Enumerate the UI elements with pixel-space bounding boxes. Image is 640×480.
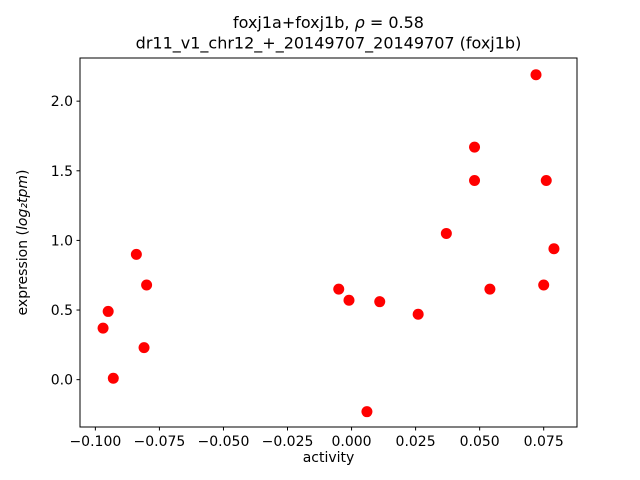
data-point <box>333 283 345 295</box>
data-point <box>469 175 481 187</box>
y-tick-label: 1.0 <box>51 233 73 249</box>
x-tick-label: −0.025 <box>262 434 314 450</box>
x-tick-label: 0.050 <box>460 434 500 450</box>
rho-value: = 0.58 <box>365 13 424 32</box>
data-point <box>361 406 373 418</box>
axes-frame <box>79 57 578 428</box>
data-point <box>97 322 109 334</box>
x-tick-label: 0.025 <box>396 434 436 450</box>
data-point <box>141 279 153 291</box>
data-point <box>102 305 114 317</box>
x-tick-label: 0.000 <box>332 434 372 450</box>
y-axis-label-math: log₂tpm <box>15 175 31 230</box>
data-point <box>530 69 542 81</box>
y-axis-label-suffix: ) <box>15 170 31 175</box>
data-point <box>343 294 355 306</box>
x-tick-label: −0.100 <box>69 434 121 450</box>
x-tick-label: −0.075 <box>134 434 186 450</box>
data-point <box>138 342 150 354</box>
data-point <box>469 141 481 153</box>
y-tick-label: 0.5 <box>51 303 73 319</box>
y-axis-label-prefix: expression ( <box>15 230 31 315</box>
y-tick-label: 2.0 <box>51 94 73 110</box>
rho-symbol: ρ <box>355 13 365 32</box>
plot-area: −0.100 −0.075 −0.050 −0.025 0.000 0.025 0.050 0… <box>51 57 578 450</box>
x-tick-label: −0.050 <box>198 434 250 450</box>
data-point <box>540 175 552 187</box>
y-tick-label: 0.0 <box>51 373 73 389</box>
data-point <box>440 227 452 239</box>
data-point <box>374 296 386 308</box>
y-axis-label: expression (log₂tpm) <box>15 170 31 316</box>
data-point <box>538 279 550 291</box>
y-tick-label: 1.5 <box>51 164 73 180</box>
x-axis-label: activity <box>303 450 355 466</box>
data-point <box>548 243 560 255</box>
data-point <box>130 248 142 260</box>
data-point <box>107 372 119 384</box>
chart-title-text: foxj1a+foxj1b, <box>233 13 355 32</box>
data-point <box>484 283 496 295</box>
chart-title: foxj1a+foxj1b, ρ = 0.58 <box>233 13 424 32</box>
chart-subtitle: dr11_v1_chr12_+_20149707_20149707 (foxj1… <box>136 34 522 54</box>
x-tick-label: 0.075 <box>524 434 564 450</box>
data-point <box>412 308 424 320</box>
